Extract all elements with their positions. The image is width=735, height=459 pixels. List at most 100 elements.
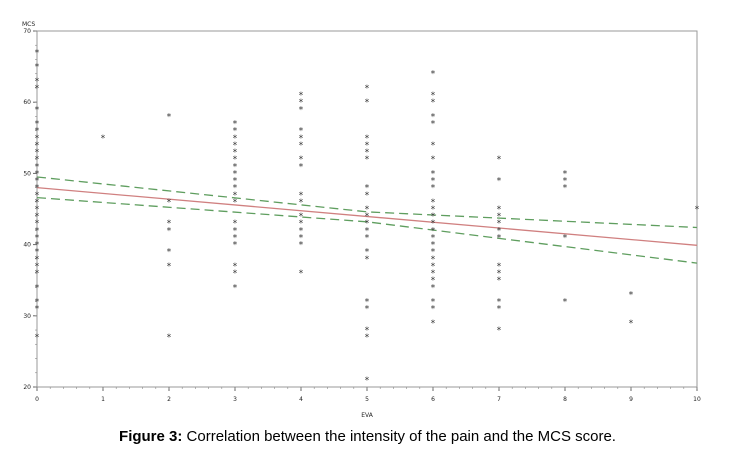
data-point: * (562, 233, 567, 243)
data-point: * (364, 212, 369, 222)
data-point: * (364, 141, 369, 151)
data-point: * (232, 148, 237, 158)
x-tick-label: 8 (563, 396, 567, 403)
data-point: * (364, 233, 369, 243)
data-point: * (496, 155, 501, 165)
data-point: * (34, 148, 39, 158)
data-point: * (34, 155, 39, 165)
y-tick-label: 20 (23, 384, 31, 391)
data-point: * (298, 219, 303, 229)
confidence-lower-line (36, 196, 698, 264)
data-point: * (364, 305, 369, 315)
data-point: * (694, 205, 699, 215)
data-point: * (34, 169, 39, 179)
data-point: * (232, 198, 237, 208)
data-point: * (34, 127, 39, 137)
x-tick-label: 9 (629, 396, 633, 403)
data-point: * (232, 134, 237, 144)
y-tick-label: 60 (23, 99, 31, 106)
data-point: * (430, 269, 435, 279)
data-point: * (496, 226, 501, 236)
data-point: * (232, 177, 237, 187)
data-point: * (34, 262, 39, 272)
data-point: * (166, 112, 171, 122)
x-tick-label: 6 (431, 396, 435, 403)
data-point: * (34, 77, 39, 87)
data-point: * (34, 248, 39, 258)
data-point: * (34, 241, 39, 251)
data-point: * (430, 226, 435, 236)
data-point: * (34, 120, 39, 130)
data-point: * (430, 184, 435, 194)
data-point: * (430, 169, 435, 179)
data-point: * (34, 212, 39, 222)
data-point: * (34, 177, 39, 187)
data-point: * (430, 91, 435, 101)
data-point: * (496, 177, 501, 187)
data-point: * (562, 169, 567, 179)
data-point: * (562, 184, 567, 194)
data-point: * (100, 134, 105, 144)
data-point: * (496, 326, 501, 336)
data-point: * (298, 162, 303, 172)
figure-caption: Figure 3: Correlation between the intens… (0, 428, 735, 445)
data-point: * (166, 226, 171, 236)
data-point: * (166, 262, 171, 272)
data-point: * (232, 269, 237, 279)
data-point: * (364, 155, 369, 165)
data-point: * (496, 212, 501, 222)
data-point: * (232, 162, 237, 172)
data-point: * (34, 184, 39, 194)
data-point: * (364, 255, 369, 265)
data-point: * (298, 226, 303, 236)
data-point: * (34, 191, 39, 201)
data-point: * (298, 191, 303, 201)
data-point: * (298, 198, 303, 208)
data-point: * (232, 219, 237, 229)
data-point: * (166, 333, 171, 343)
data-point: * (562, 177, 567, 187)
data-point: * (232, 233, 237, 243)
data-point: * (34, 48, 39, 58)
x-tick-label: 5 (365, 396, 369, 403)
data-point: * (232, 127, 237, 137)
y-tick-label: 50 (23, 170, 31, 177)
data-point: * (496, 262, 501, 272)
data-point: * (232, 226, 237, 236)
confidence-upper-line (36, 176, 698, 229)
data-point: * (166, 248, 171, 258)
x-tick-label: 10 (693, 396, 701, 403)
y-tick-label: 40 (23, 242, 31, 249)
data-point: * (496, 205, 501, 215)
x-tick-label: 3 (233, 396, 237, 403)
data-point: * (34, 205, 39, 215)
data-point: * (430, 98, 435, 108)
data-point: * (430, 141, 435, 151)
data-point: * (430, 241, 435, 251)
data-point: * (364, 333, 369, 343)
x-axis-title: EVA (361, 412, 374, 419)
data-point: * (364, 134, 369, 144)
data-point: * (364, 248, 369, 258)
data-point: * (364, 98, 369, 108)
x-tick-label: 4 (299, 396, 303, 403)
y-axis-title: MCS (22, 21, 35, 28)
data-point: * (430, 305, 435, 315)
x-tick-label: 7 (497, 396, 501, 403)
data-point: * (232, 191, 237, 201)
data-point: * (628, 290, 633, 300)
data-point: * (430, 198, 435, 208)
data-point: * (298, 155, 303, 165)
data-point: * (430, 205, 435, 215)
data-point: * (496, 305, 501, 315)
data-point: * (232, 141, 237, 151)
figure-label: Figure 3: (119, 428, 183, 445)
data-point: * (34, 269, 39, 279)
data-point: * (298, 98, 303, 108)
data-point: * (430, 298, 435, 308)
data-point: * (430, 262, 435, 272)
data-point: * (34, 105, 39, 115)
data-point: * (430, 233, 435, 243)
data-point: * (430, 248, 435, 258)
